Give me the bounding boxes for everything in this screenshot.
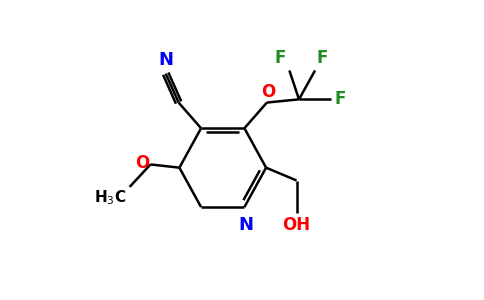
Text: O: O (261, 83, 275, 101)
Text: F: F (317, 49, 328, 67)
Text: F: F (334, 90, 346, 108)
Text: H$_3$C: H$_3$C (94, 188, 126, 207)
Text: F: F (275, 49, 286, 67)
Text: O: O (135, 154, 149, 172)
Text: N: N (158, 51, 173, 69)
Text: OH: OH (283, 217, 311, 235)
Text: N: N (239, 216, 254, 234)
